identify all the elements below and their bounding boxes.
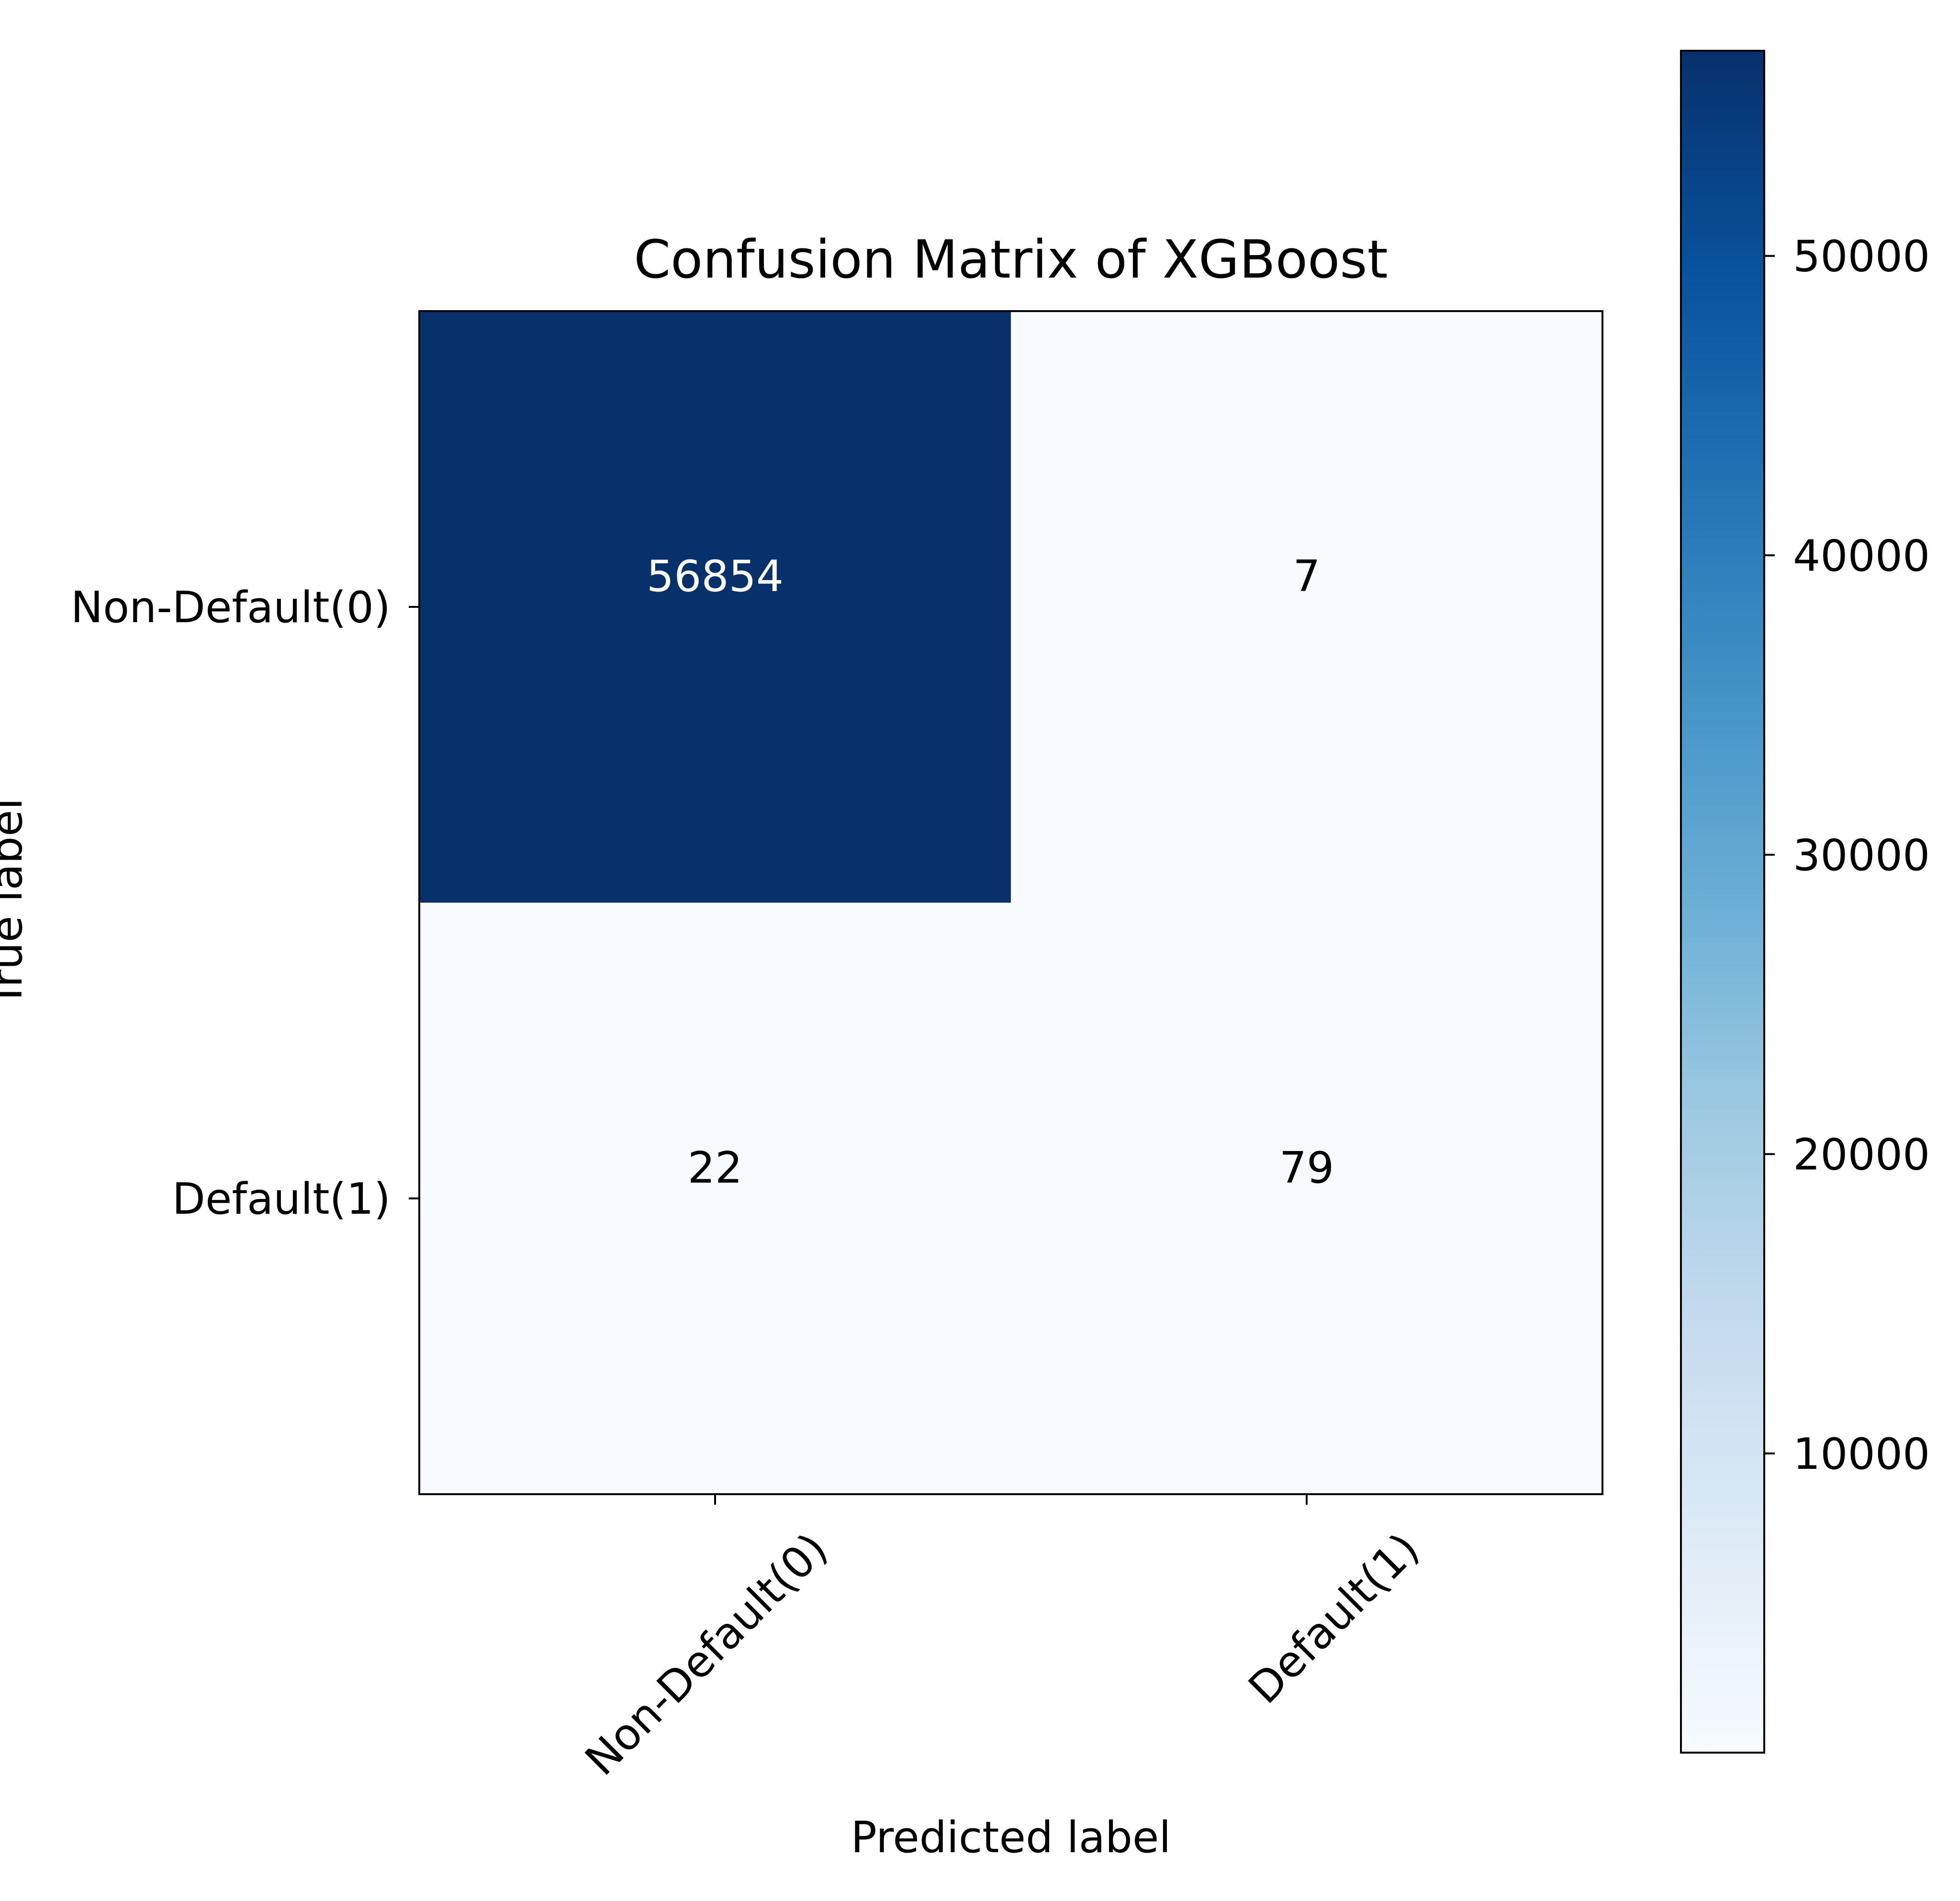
plot-frame [418, 310, 1603, 1495]
heatmap-cell [1011, 903, 1602, 1494]
cell-value-label: 22 [688, 1143, 743, 1193]
cell-value-label: 79 [1279, 1143, 1334, 1193]
cell-value-label: 7 [1293, 551, 1320, 602]
colorbar-tick-label: 30000 [1793, 830, 1930, 881]
x-axis-ticks: Non-Default(0) Default(1) [576, 1494, 1429, 1785]
y-axis-ticks: Non-Default(0) Default(1) [71, 582, 419, 1224]
y-tick-label: Default(1) [172, 1174, 391, 1224]
colorbar-tick-label: 20000 [1793, 1129, 1930, 1180]
colorbar-tick-label: 50000 [1793, 232, 1930, 282]
chart-title: Confusion Matrix of XGBoost [634, 229, 1388, 290]
y-axis-label: True label [0, 798, 32, 1007]
x-tick-label: Default(1) [1239, 1523, 1429, 1713]
cell-value-labels: 56854 7 22 79 [647, 551, 1334, 1193]
colorbar-tick-label: 10000 [1793, 1429, 1930, 1479]
cell-value-label: 56854 [647, 551, 784, 602]
colorbar [1680, 50, 1765, 1754]
heatmap-cell [1011, 311, 1602, 903]
colorbar-ticks: 10000 20000 30000 40000 50000 [1764, 232, 1930, 1479]
y-tick-label: Non-Default(0) [71, 582, 391, 633]
x-axis-label: Predicted label [851, 1812, 1171, 1863]
colorbar-tick-label: 40000 [1793, 531, 1930, 581]
heatmap-cell [419, 903, 1011, 1494]
x-tick-label: Non-Default(0) [576, 1523, 838, 1785]
heatmap-cell [419, 311, 1011, 903]
heatmap-cells [419, 311, 1602, 1494]
